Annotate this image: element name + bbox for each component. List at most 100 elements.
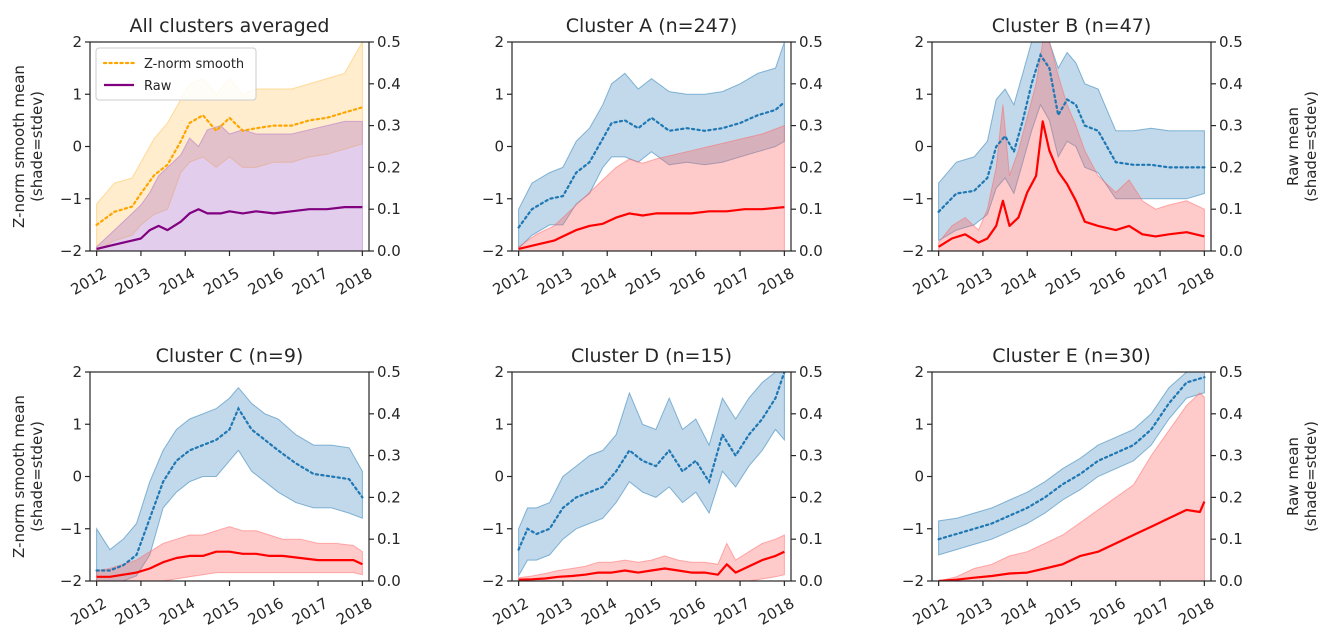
z-norm-stdev-band: [96, 386, 363, 581]
x-tick-label: 2017: [1131, 594, 1173, 627]
right-tick-label: 0.5: [1219, 33, 1243, 51]
left-tick-label: −2: [60, 242, 82, 260]
z-norm-mean-line: [937, 376, 1206, 541]
x-tick-label: 2014: [156, 594, 198, 627]
x-tick-label: 2018: [333, 264, 375, 299]
chart-title: Cluster C (n=9): [156, 345, 304, 367]
left-tick-label: −2: [482, 242, 504, 260]
raw-mean-line: [938, 501, 1206, 581]
left-tick-label: 2: [72, 363, 82, 381]
x-tick-label: 2018: [755, 264, 797, 299]
left-tick-label: 0: [72, 138, 82, 156]
y-axis-label-right: Raw mean: [1284, 107, 1302, 186]
left-tick-label: −1: [482, 190, 504, 208]
x-tick-label: 2013: [534, 264, 576, 299]
raw-mean-line: [96, 550, 363, 578]
x-tick-label: 2017: [1131, 264, 1173, 299]
right-tick-label: 0.2: [1219, 488, 1243, 506]
right-tick-label: 0.4: [799, 405, 823, 423]
y-axis-label-right: (shade=stdev): [1302, 91, 1320, 202]
right-tick-label: 0.5: [1219, 363, 1243, 381]
raw-mean-line: [938, 120, 1205, 248]
right-tick-label: 0.0: [799, 572, 823, 590]
legend: Z-norm smooth Raw: [95, 47, 257, 101]
legend-label: Raw: [144, 79, 172, 94]
raw-mean-line: [518, 206, 785, 250]
x-tick-label: 2016: [245, 264, 287, 299]
y-axis-label-left: (shade=stdev): [28, 421, 46, 532]
left-tick-label: 1: [494, 415, 504, 433]
chart-title: Cluster D (n=15): [571, 345, 732, 367]
right-tick-label: 0.5: [377, 33, 401, 51]
z-norm-mean-line: [95, 406, 364, 572]
left-tick-label: 1: [72, 415, 82, 433]
x-tick-label: 2012: [910, 594, 952, 627]
left-tick-label: 1: [914, 415, 924, 433]
x-tick-label: 2016: [667, 594, 709, 627]
right-tick-label: 0.1: [377, 200, 401, 218]
x-tick-label: 2012: [490, 594, 532, 627]
z-norm-mean-line: [517, 372, 786, 551]
raw-stdev-band: [938, 42, 1205, 251]
left-tick-label: 2: [72, 33, 82, 51]
right-tick-label: 0.3: [799, 117, 823, 135]
x-tick-label: 2012: [910, 264, 952, 299]
right-tick-label: 0.4: [377, 405, 401, 423]
x-tick-label: 2014: [578, 594, 620, 627]
x-tick-label: 2012: [490, 264, 532, 299]
chart-title: Cluster B (n=47): [992, 15, 1152, 37]
left-tick-label: 0: [914, 138, 924, 156]
x-tick-label: 2015: [622, 594, 664, 627]
raw-mean-line: [518, 550, 785, 581]
right-tick-label: 0.1: [799, 200, 823, 218]
right-tick-label: 0.3: [1219, 447, 1243, 465]
right-tick-label: 0.5: [799, 33, 823, 51]
legend-label: Z-norm smooth: [144, 57, 244, 72]
x-tick-label: 2013: [954, 594, 996, 627]
left-tick-label: 2: [914, 363, 924, 381]
plot-area: [937, 42, 1206, 251]
right-tick-label: 0.3: [377, 447, 401, 465]
y-axis-label-left: (shade=stdev): [28, 91, 46, 202]
left-tick-label: −1: [902, 190, 924, 208]
right-tick-label: 0.3: [377, 117, 401, 135]
x-tick-label: 2014: [156, 264, 198, 299]
y-axis-label-left: Z-norm smooth mean: [10, 395, 28, 558]
x-tick-label: 2013: [112, 264, 154, 299]
right-tick-label: 0.5: [799, 363, 823, 381]
x-tick-label: 2013: [534, 594, 576, 627]
plot-area: [95, 386, 364, 581]
left-tick-label: 0: [494, 138, 504, 156]
left-tick-label: 2: [494, 33, 504, 51]
right-tick-label: 0.4: [799, 75, 823, 93]
x-tick-label: 2012: [68, 594, 110, 627]
left-tick-label: 1: [494, 85, 504, 103]
z-norm-stdev-band: [518, 372, 785, 578]
raw-stdev-band: [96, 120, 363, 251]
chart-title: All clusters averaged: [130, 15, 330, 37]
chart-title: Cluster E (n=30): [992, 345, 1151, 367]
left-tick-label: −2: [902, 242, 924, 260]
left-tick-label: 2: [914, 33, 924, 51]
x-tick-label: 2018: [755, 594, 797, 627]
x-tick-label: 2014: [578, 264, 620, 299]
x-tick-label: 2015: [200, 594, 242, 627]
right-tick-label: 0.3: [1219, 117, 1243, 135]
x-tick-label: 2018: [1175, 264, 1217, 299]
x-tick-label: 2017: [289, 594, 331, 627]
left-tick-label: 1: [72, 85, 82, 103]
left-tick-label: −2: [60, 572, 82, 590]
x-tick-label: 2012: [68, 264, 110, 299]
left-tick-label: −1: [482, 520, 504, 538]
x-tick-label: 2016: [1087, 594, 1129, 627]
z-norm-stdev-band: [938, 372, 1205, 556]
right-tick-label: 0.1: [1219, 530, 1243, 548]
z-norm-mean-line: [95, 106, 364, 226]
right-tick-label: 0.2: [799, 158, 823, 176]
right-tick-label: 0.0: [1219, 572, 1243, 590]
